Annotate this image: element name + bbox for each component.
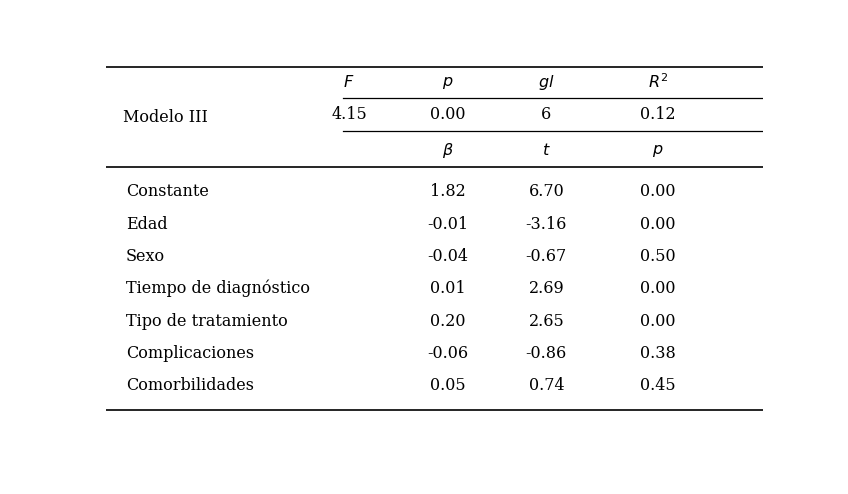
Text: -0.04: -0.04 bbox=[427, 248, 468, 265]
Text: 6.70: 6.70 bbox=[528, 183, 564, 200]
Text: Constante: Constante bbox=[126, 183, 209, 200]
Text: 6: 6 bbox=[541, 106, 551, 123]
Text: 0.00: 0.00 bbox=[640, 280, 676, 297]
Text: -0.06: -0.06 bbox=[427, 345, 468, 362]
Text: -0.01: -0.01 bbox=[427, 215, 468, 233]
Text: -0.67: -0.67 bbox=[526, 248, 567, 265]
Text: $t$: $t$ bbox=[542, 142, 550, 159]
Text: 0.38: 0.38 bbox=[640, 345, 676, 362]
Text: Complicaciones: Complicaciones bbox=[126, 345, 254, 362]
Text: -0.86: -0.86 bbox=[526, 345, 567, 362]
Text: -3.16: -3.16 bbox=[526, 215, 567, 233]
Text: Tiempo de diagnóstico: Tiempo de diagnóstico bbox=[126, 280, 310, 297]
Text: 2.65: 2.65 bbox=[528, 313, 564, 329]
Text: 0.20: 0.20 bbox=[430, 313, 466, 329]
Text: 0.00: 0.00 bbox=[640, 313, 676, 329]
Text: $p$: $p$ bbox=[652, 142, 664, 159]
Text: Tipo de tratamiento: Tipo de tratamiento bbox=[126, 313, 287, 329]
Text: $gl$: $gl$ bbox=[538, 73, 555, 92]
Text: 0.01: 0.01 bbox=[430, 280, 466, 297]
Text: Edad: Edad bbox=[126, 215, 167, 233]
Text: 0.05: 0.05 bbox=[430, 377, 466, 394]
Text: 0.00: 0.00 bbox=[640, 183, 676, 200]
Text: Sexo: Sexo bbox=[126, 248, 165, 265]
Text: 0.45: 0.45 bbox=[640, 377, 676, 394]
Text: 0.00: 0.00 bbox=[640, 215, 676, 233]
Text: $F$: $F$ bbox=[343, 74, 354, 91]
Text: 0.50: 0.50 bbox=[640, 248, 676, 265]
Text: 4.15: 4.15 bbox=[332, 106, 367, 123]
Text: 0.74: 0.74 bbox=[528, 377, 564, 394]
Text: 2.69: 2.69 bbox=[528, 280, 564, 297]
Text: 0.12: 0.12 bbox=[640, 106, 676, 123]
Text: $\beta$: $\beta$ bbox=[442, 141, 454, 160]
Text: 1.82: 1.82 bbox=[430, 183, 466, 200]
Text: 0.00: 0.00 bbox=[430, 106, 466, 123]
Text: $R^2$: $R^2$ bbox=[648, 73, 668, 92]
Text: $p$: $p$ bbox=[442, 74, 454, 91]
Text: Comorbilidades: Comorbilidades bbox=[126, 377, 254, 394]
Text: Modelo III: Modelo III bbox=[123, 109, 208, 125]
